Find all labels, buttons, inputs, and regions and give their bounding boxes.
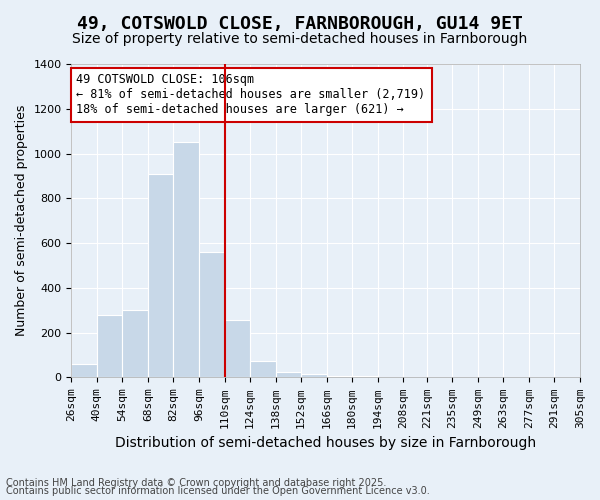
Text: Size of property relative to semi-detached houses in Farnborough: Size of property relative to semi-detach…: [73, 32, 527, 46]
Bar: [224, 320, 250, 378]
Text: 49 COTSWOLD CLOSE: 106sqm
← 81% of semi-detached houses are smaller (2,719)
18% : 49 COTSWOLD CLOSE: 106sqm ← 81% of semi-…: [76, 74, 425, 116]
Bar: [301, 374, 326, 378]
Bar: [326, 376, 352, 378]
Bar: [122, 310, 148, 378]
Bar: [148, 174, 173, 378]
Bar: [199, 252, 224, 378]
Text: Contains public sector information licensed under the Open Government Licence v3: Contains public sector information licen…: [6, 486, 430, 496]
Bar: [71, 364, 97, 378]
Bar: [275, 372, 301, 378]
Bar: [352, 376, 377, 378]
Text: 49, COTSWOLD CLOSE, FARNBOROUGH, GU14 9ET: 49, COTSWOLD CLOSE, FARNBOROUGH, GU14 9E…: [77, 15, 523, 33]
X-axis label: Distribution of semi-detached houses by size in Farnborough: Distribution of semi-detached houses by …: [115, 436, 536, 450]
Bar: [250, 360, 275, 378]
Text: Contains HM Land Registry data © Crown copyright and database right 2025.: Contains HM Land Registry data © Crown c…: [6, 478, 386, 488]
Y-axis label: Number of semi-detached properties: Number of semi-detached properties: [15, 105, 28, 336]
Bar: [173, 142, 199, 378]
Bar: [97, 315, 122, 378]
